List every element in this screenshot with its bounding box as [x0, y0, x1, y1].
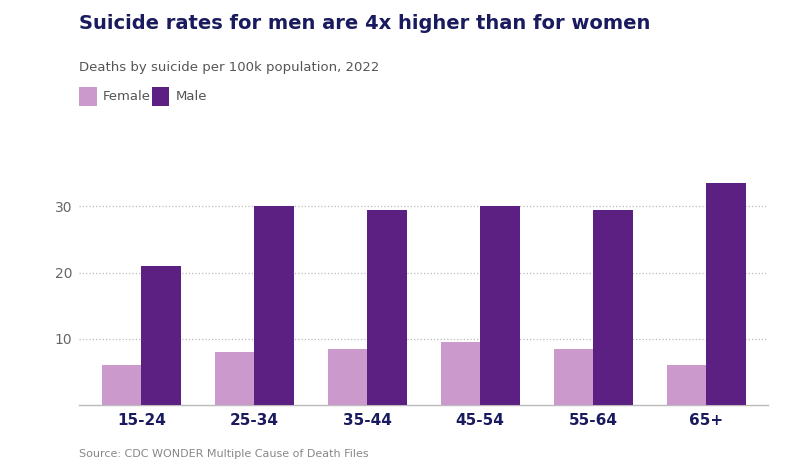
Text: Female: Female — [103, 90, 151, 103]
Bar — [328, 349, 367, 405]
Bar — [102, 365, 141, 405]
Bar — [215, 352, 254, 405]
Text: Suicide rates for men are 4x higher than for women: Suicide rates for men are 4x higher than… — [79, 14, 650, 33]
Text: Source: CDC WONDER Multiple Cause of Death Files: Source: CDC WONDER Multiple Cause of Dea… — [79, 449, 369, 459]
Bar — [367, 210, 407, 405]
Bar — [254, 206, 294, 405]
Text: Male: Male — [176, 90, 208, 103]
Bar — [440, 342, 480, 405]
Bar — [706, 183, 745, 405]
Bar — [593, 210, 633, 405]
Bar — [141, 266, 181, 405]
Text: Deaths by suicide per 100k population, 2022: Deaths by suicide per 100k population, 2… — [79, 61, 379, 74]
Bar — [554, 349, 593, 405]
Bar — [667, 365, 706, 405]
Bar — [480, 206, 520, 405]
